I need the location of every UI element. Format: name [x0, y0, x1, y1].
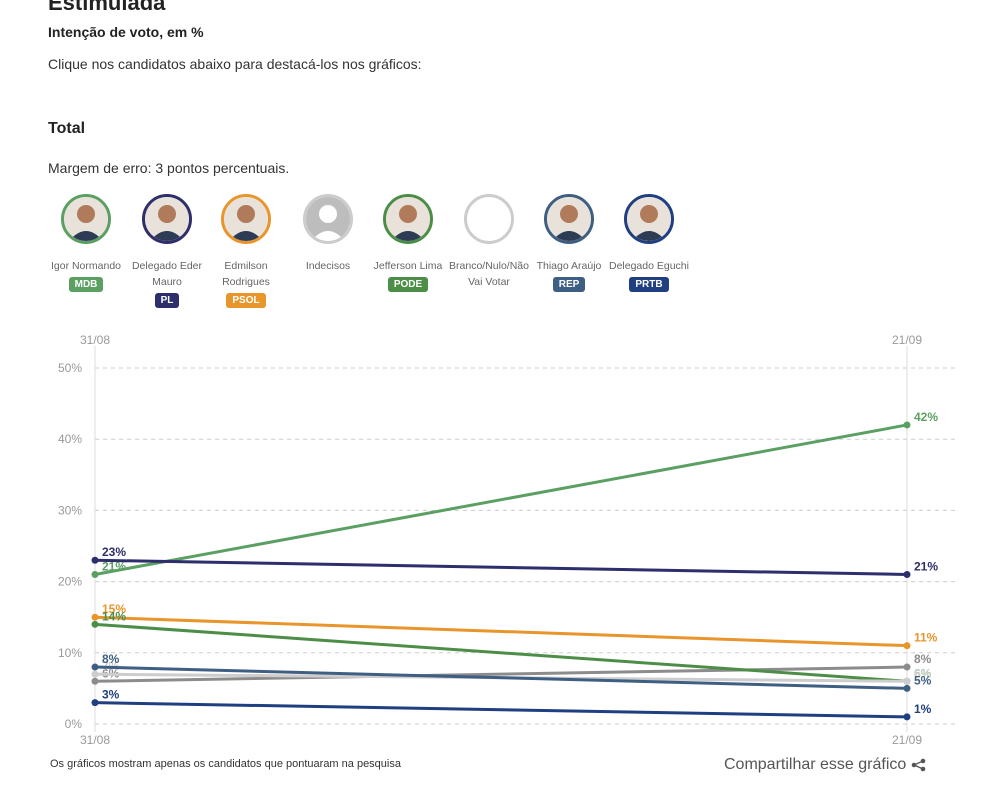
series-line — [94, 701, 908, 719]
party-badge[interactable]: REP — [552, 277, 586, 292]
data-point — [903, 713, 911, 721]
share-label[interactable]: Compartilhar esse gráfico — [724, 756, 907, 773]
candidate[interactable]: Igor Normando MDB — [43, 194, 129, 292]
avatar-image[interactable] — [547, 197, 591, 241]
x-tick-label: 31/08 — [80, 733, 110, 747]
party-badge[interactable]: PSOL — [226, 293, 266, 308]
data-point — [903, 663, 911, 671]
x-tick-label: 21/09 — [892, 733, 922, 747]
y-tick-label: 0% — [65, 717, 83, 731]
avatar-image[interactable] — [224, 197, 268, 241]
data-point — [903, 677, 911, 685]
data-label: 1% — [914, 702, 932, 716]
data-label: 11% — [914, 631, 938, 645]
data-point — [91, 670, 99, 678]
series-line — [94, 622, 908, 683]
data-point — [903, 642, 911, 650]
data-point — [91, 620, 99, 628]
candidate-name[interactable]: Branco/Nulo/Não Vai Votar — [449, 260, 529, 288]
share-button[interactable]: Compartilhar esse gráfico — [724, 756, 927, 774]
x-tick-label: 21/09 — [892, 333, 922, 347]
y-tick-label: 20% — [58, 575, 82, 589]
data-label: 8% — [914, 652, 932, 666]
party-badge[interactable]: PODE — [387, 277, 429, 292]
data-label: 6% — [914, 666, 932, 680]
data-point — [903, 570, 911, 578]
data-point — [91, 699, 99, 707]
avatar[interactable] — [221, 194, 271, 244]
candidate-name[interactable]: Indecisos — [305, 260, 351, 272]
y-tick-label: 50% — [58, 361, 82, 375]
data-point — [903, 421, 911, 429]
chart: 0% 10% 20% 30% 40% 50% 31/08 31/08 21/09 21/09 21%… — [58, 333, 955, 747]
avatar[interactable] — [142, 194, 192, 244]
avatar-image[interactable] — [306, 197, 350, 241]
avatar-image[interactable] — [467, 197, 511, 241]
series-line — [94, 615, 908, 648]
data-label: 6% — [914, 666, 932, 680]
avatar-image[interactable] — [627, 197, 671, 241]
avatar[interactable] — [383, 194, 433, 244]
subtitle: Intenção de voto, em % — [48, 24, 204, 40]
data-point — [91, 570, 99, 578]
data-point — [91, 677, 99, 685]
candidate-name[interactable]: Delegado Eder Mauro — [131, 260, 203, 288]
party-badge[interactable]: PL — [154, 293, 180, 308]
data-point — [91, 663, 99, 671]
data-label: 21% — [914, 559, 938, 573]
data-label: 21% — [102, 559, 126, 573]
data-label: 23% — [102, 545, 126, 559]
data-label: 3% — [102, 688, 120, 702]
avatar[interactable] — [624, 194, 674, 244]
avatar[interactable] — [303, 194, 353, 244]
x-tick-label: 31/08 — [80, 333, 110, 347]
data-label: 5% — [914, 673, 932, 687]
avatar[interactable] — [544, 194, 594, 244]
series-line — [94, 558, 908, 576]
margin-note: Margem de erro: 3 pontos percentuais. — [48, 160, 290, 176]
data-point — [91, 556, 99, 564]
share-icon[interactable] — [911, 758, 927, 772]
candidate[interactable]: Delegado Eguchi PRTB — [606, 194, 692, 292]
candidate-name[interactable]: Jefferson Lima — [373, 260, 443, 272]
footnote: Os gráficos mostram apenas os candidatos… — [50, 758, 401, 770]
candidate-name[interactable]: Thiago Araújo — [536, 260, 602, 272]
section-title: Total — [48, 120, 86, 137]
avatar[interactable] — [464, 194, 514, 244]
data-point — [91, 613, 99, 621]
candidate-name[interactable]: Delegado Eguchi — [609, 260, 689, 272]
candidate[interactable]: Edmilson Rodrigues PSOL — [203, 194, 289, 308]
candidate[interactable]: Thiago Araújo REP — [526, 194, 612, 292]
series-line — [94, 665, 908, 690]
data-point — [903, 684, 911, 692]
candidate-name[interactable]: Edmilson Rodrigues — [222, 260, 270, 288]
series-line — [94, 423, 908, 576]
candidate[interactable]: Branco/Nulo/Não Vai Votar — [446, 194, 532, 290]
avatar-image[interactable] — [386, 197, 430, 241]
data-label: 42% — [914, 410, 938, 424]
series-line — [94, 665, 908, 683]
avatar[interactable] — [61, 194, 111, 244]
candidate[interactable]: Delegado Eder Mauro PL — [124, 194, 210, 308]
title: Estimulada — [48, 0, 166, 15]
y-tick-label: 40% — [58, 432, 82, 446]
candidate-name[interactable]: Igor Normando — [50, 260, 122, 272]
party-badge[interactable]: MDB — [68, 277, 104, 292]
candidate[interactable]: Jefferson Lima PODE — [365, 194, 451, 292]
data-label: 14% — [102, 609, 126, 623]
avatar-image[interactable] — [145, 197, 189, 241]
y-tick-label: 30% — [58, 503, 82, 517]
avatar-image[interactable] — [64, 197, 108, 241]
instruction: Clique nos candidatos abaixo para destac… — [48, 56, 422, 72]
candidate[interactable]: Indecisos — [285, 194, 371, 274]
party-badge[interactable]: PRTB — [629, 277, 669, 292]
data-label: 8% — [102, 652, 120, 666]
y-tick-label: 10% — [58, 646, 82, 660]
data-label: 15% — [102, 602, 126, 616]
